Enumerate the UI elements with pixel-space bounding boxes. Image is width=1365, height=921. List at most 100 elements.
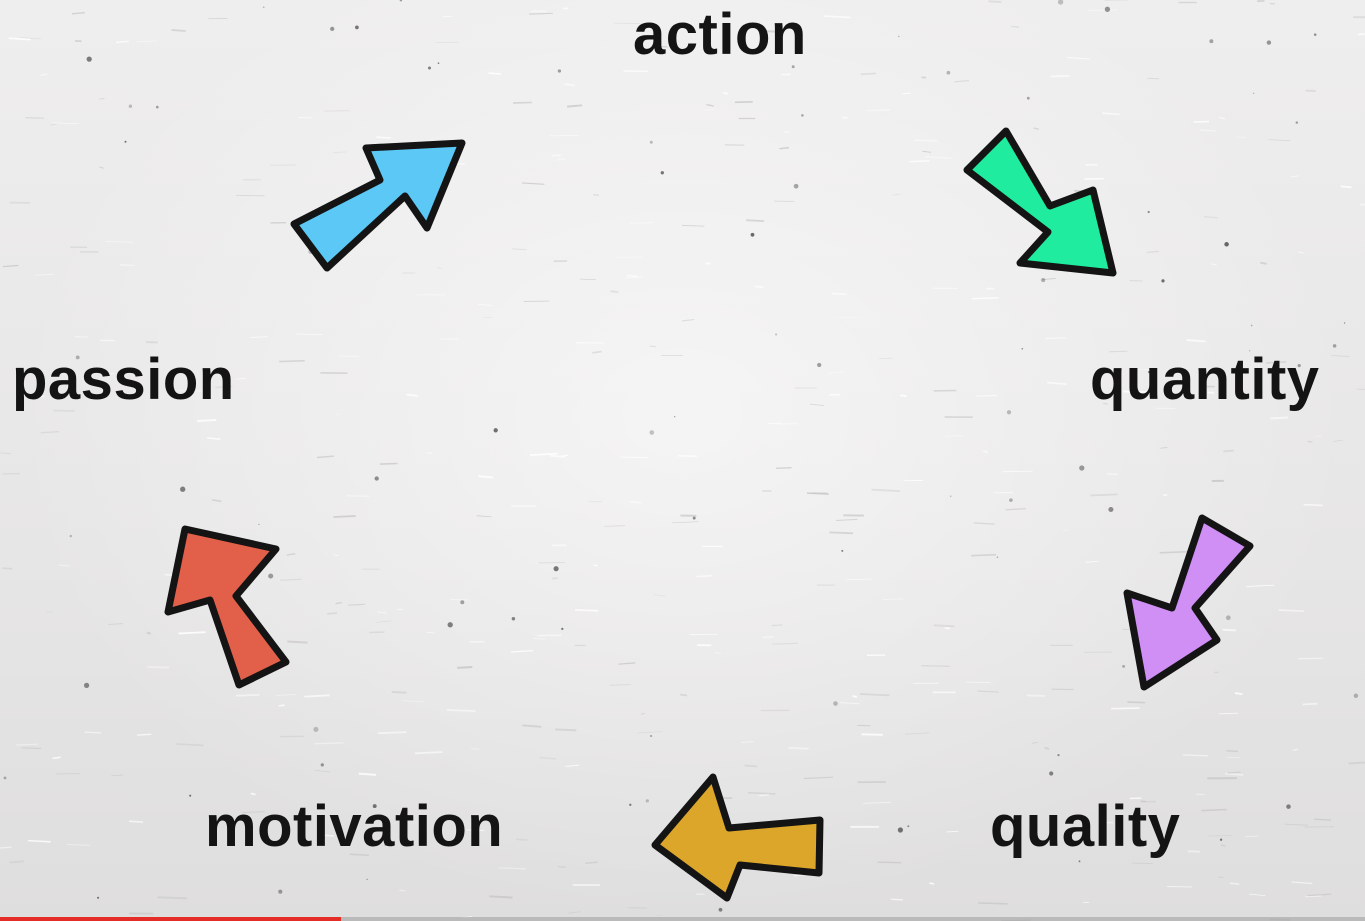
paper-fiber xyxy=(714,651,721,655)
paper-fiber xyxy=(67,844,91,846)
paper-fiber xyxy=(1260,261,1267,265)
paper-fiber xyxy=(1227,771,1241,774)
paper-fiber xyxy=(758,794,769,797)
paper-fiber xyxy=(1268,139,1291,141)
paper-fiber xyxy=(1298,251,1304,254)
paper-speck xyxy=(1313,33,1317,36)
paper-fiber xyxy=(682,224,705,227)
paper-fiber xyxy=(1222,628,1237,632)
paper-fiber xyxy=(529,452,558,456)
paper-fiber xyxy=(9,860,24,864)
paper-speck xyxy=(1026,96,1030,100)
paper-fiber xyxy=(613,22,641,24)
paper-speck xyxy=(833,701,838,706)
paper-fiber xyxy=(250,336,268,339)
paper-speck xyxy=(650,734,653,738)
paper-fiber xyxy=(1302,702,1318,706)
paper-speck xyxy=(1057,753,1060,757)
arrow-down-left-icon xyxy=(1123,514,1254,691)
paper-fiber xyxy=(52,122,80,125)
paper-fiber xyxy=(521,182,545,185)
paper-fiber xyxy=(1357,32,1365,36)
paper-fiber xyxy=(235,694,260,697)
paper-fiber xyxy=(1159,550,1190,554)
paper-fiber xyxy=(626,274,638,278)
paper-fiber xyxy=(1284,823,1309,826)
paper-fiber xyxy=(1223,449,1234,453)
arrow-quantity-to-quality xyxy=(1123,514,1254,691)
paper-fiber xyxy=(706,103,714,107)
paper-fiber xyxy=(1085,560,1099,563)
paper-fiber xyxy=(1005,507,1026,511)
paper-fiber xyxy=(478,304,493,306)
paper-fiber xyxy=(377,611,387,614)
paper-fiber xyxy=(2,567,13,570)
paper-fiber xyxy=(358,772,377,776)
paper-fiber xyxy=(147,666,170,669)
paper-fiber xyxy=(391,690,407,694)
paper-fiber xyxy=(314,742,344,745)
paper-speck xyxy=(1343,322,1346,324)
paper-fiber xyxy=(399,889,406,892)
paper-speck xyxy=(374,476,379,481)
paper-fiber xyxy=(1045,337,1067,340)
paper-speck xyxy=(155,105,159,109)
paper-fiber xyxy=(337,355,359,357)
paper-fiber xyxy=(803,776,834,780)
paper-fiber xyxy=(1225,772,1244,776)
video-progress-bar[interactable] xyxy=(0,917,1365,921)
paper-fiber xyxy=(901,92,911,95)
paper-speck xyxy=(1079,465,1085,471)
paper-speck xyxy=(649,430,655,435)
paper-fiber xyxy=(119,264,135,267)
paper-fiber xyxy=(136,40,157,43)
paper-fiber xyxy=(176,743,204,747)
paper-fiber xyxy=(489,895,513,899)
paper-fiber xyxy=(1163,494,1168,497)
paper-fiber xyxy=(516,838,528,841)
paper-speck xyxy=(1009,498,1013,502)
paper-speck xyxy=(645,799,649,803)
paper-fiber xyxy=(988,0,1002,3)
paper-speck xyxy=(330,26,335,32)
paper-speck xyxy=(674,416,676,418)
paper-fiber xyxy=(836,518,858,521)
paper-fiber xyxy=(778,422,799,426)
paper-fiber xyxy=(250,792,256,796)
paper-fiber xyxy=(406,393,418,397)
paper-speck xyxy=(660,171,664,175)
paper-speck xyxy=(1252,92,1255,95)
paper-fiber xyxy=(211,499,222,503)
paper-speck xyxy=(1297,364,1301,368)
paper-fiber xyxy=(629,222,654,224)
paper-fiber xyxy=(1002,470,1033,473)
paper-speck xyxy=(801,114,804,117)
paper-fiber xyxy=(538,561,565,564)
paper-fiber xyxy=(1087,9,1118,12)
node-quality-label: quality xyxy=(990,794,1181,859)
paper-fiber xyxy=(629,500,642,504)
paper-fiber xyxy=(1032,742,1039,744)
paper-speck xyxy=(384,843,387,846)
paper-fiber xyxy=(1067,57,1090,60)
paper-speck xyxy=(366,878,368,881)
paper-fiber xyxy=(1123,390,1150,394)
paper-speck xyxy=(1147,370,1151,374)
paper-fiber xyxy=(1044,746,1050,750)
arrow-motivation-to-passion xyxy=(164,525,290,689)
paper-fiber xyxy=(1160,446,1168,449)
paper-fiber xyxy=(106,372,115,376)
paper-speck xyxy=(793,183,799,189)
paper-fiber xyxy=(236,194,265,197)
paper-fiber xyxy=(1090,493,1118,497)
paper-fiber xyxy=(834,316,861,319)
paper-fiber xyxy=(1211,263,1217,266)
paper-speck xyxy=(399,0,403,2)
arrow-passion-to-action xyxy=(290,139,466,272)
arrow-down-right-icon xyxy=(963,127,1117,277)
paper-fiber xyxy=(557,158,566,161)
paper-speck xyxy=(1209,39,1214,44)
paper-fiber xyxy=(574,608,599,612)
paper-fiber xyxy=(946,830,959,833)
paper-speck xyxy=(313,726,319,732)
